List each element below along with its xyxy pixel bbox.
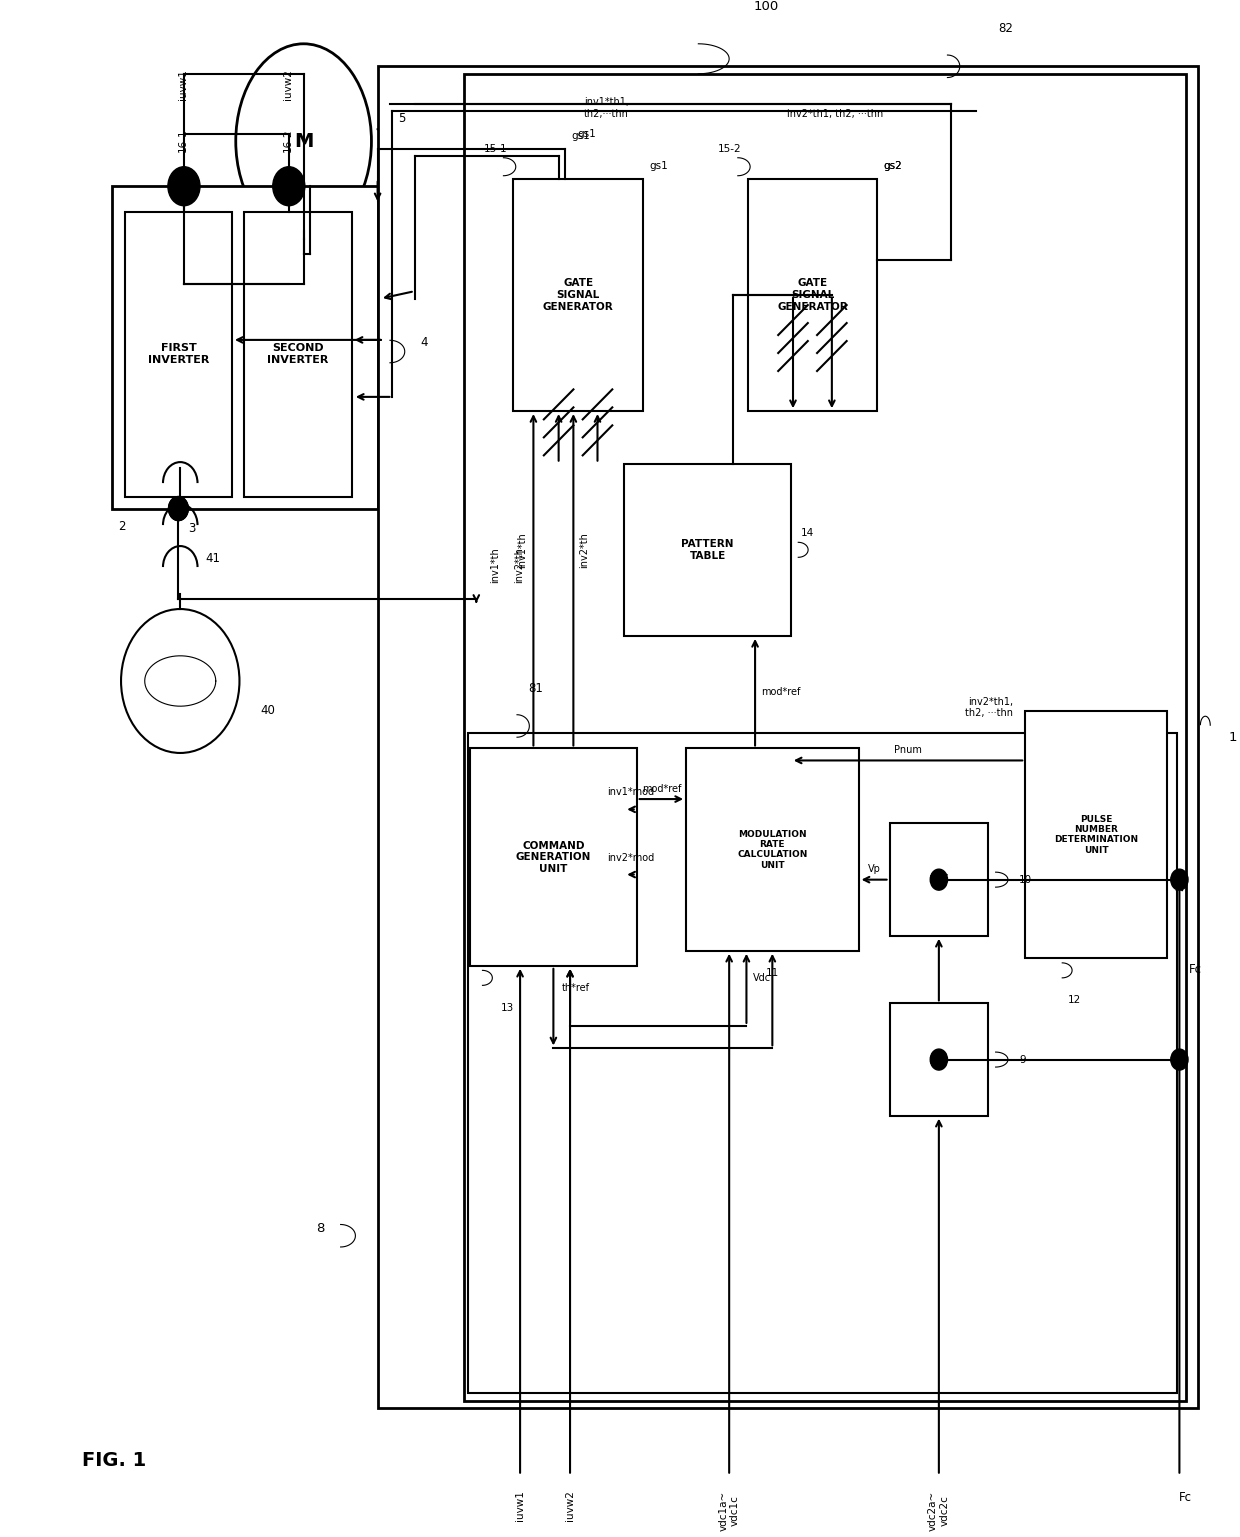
Text: vdc1a~
vdc1c: vdc1a~ vdc1c — [718, 1491, 740, 1531]
Text: Fc: Fc — [1179, 1491, 1192, 1503]
Text: 5: 5 — [398, 112, 405, 124]
Text: gs1: gs1 — [578, 129, 596, 138]
Circle shape — [1171, 1050, 1188, 1070]
Text: 13: 13 — [501, 1002, 515, 1013]
Text: 41: 41 — [205, 552, 219, 566]
Text: 100: 100 — [754, 0, 779, 12]
Text: 9: 9 — [1019, 1054, 1025, 1065]
Text: iuvw2: iuvw2 — [283, 69, 293, 100]
Text: iuvw1: iuvw1 — [177, 69, 187, 100]
Text: GATE
SIGNAL
GENERATOR: GATE SIGNAL GENERATOR — [543, 278, 614, 312]
Text: iuvw2: iuvw2 — [565, 1491, 575, 1522]
Text: 4: 4 — [420, 335, 428, 349]
Text: inv1*th1,
th2,···thn: inv1*th1, th2,···thn — [584, 97, 629, 118]
Circle shape — [930, 1050, 947, 1070]
Text: gs2: gs2 — [883, 161, 903, 171]
Text: Vdc: Vdc — [753, 973, 771, 982]
Text: 8: 8 — [316, 1222, 325, 1234]
Text: inv2*th: inv2*th — [579, 532, 589, 567]
Text: V/f: V/f — [930, 873, 949, 887]
Bar — [686, 749, 858, 951]
Text: COMMAND
GENERATION
UNIT: COMMAND GENERATION UNIT — [516, 841, 591, 873]
Text: 15-2: 15-2 — [718, 144, 742, 154]
Text: 11: 11 — [766, 968, 779, 979]
Text: 10: 10 — [1019, 875, 1032, 885]
Bar — [889, 824, 988, 936]
Ellipse shape — [236, 43, 372, 238]
Circle shape — [1171, 868, 1188, 890]
Text: gs1: gs1 — [649, 161, 668, 171]
Bar — [464, 74, 1185, 1400]
Text: inv2*mod: inv2*mod — [606, 853, 655, 862]
Text: th*ref: th*ref — [562, 984, 590, 993]
Text: gs2: gs2 — [883, 161, 903, 171]
Text: inv2*th1,
th2, ···thn: inv2*th1, th2, ···thn — [965, 696, 1013, 718]
Circle shape — [930, 868, 947, 890]
Circle shape — [169, 496, 188, 521]
Text: Vp: Vp — [868, 864, 880, 875]
Text: GATE
SIGNAL
GENERATOR: GATE SIGNAL GENERATOR — [777, 278, 848, 312]
Text: iuvw1: iuvw1 — [515, 1491, 525, 1522]
Text: 16-1: 16-1 — [177, 128, 187, 152]
Text: inv1*th: inv1*th — [490, 547, 500, 583]
Text: 3: 3 — [188, 521, 196, 535]
Text: Fc: Fc — [1189, 964, 1203, 976]
Text: inv1*mod: inv1*mod — [606, 787, 653, 798]
Text: 2: 2 — [119, 520, 126, 533]
Text: mod*ref: mod*ref — [641, 784, 681, 793]
Text: 1/s: 1/s — [929, 1053, 949, 1067]
Circle shape — [273, 166, 305, 206]
Text: Pnum: Pnum — [894, 745, 923, 755]
Text: MODULATION
RATE
CALCULATION
UNIT: MODULATION RATE CALCULATION UNIT — [737, 830, 807, 870]
Bar — [748, 178, 877, 410]
Text: vdc2a~
vdc2c: vdc2a~ vdc2c — [928, 1491, 950, 1531]
Text: FIRST
INVERTER: FIRST INVERTER — [148, 343, 210, 364]
Text: 14: 14 — [801, 527, 813, 538]
Text: inv2*th: inv2*th — [515, 547, 525, 583]
Bar — [624, 464, 791, 636]
Bar — [467, 733, 1177, 1393]
Text: 15-1: 15-1 — [484, 144, 507, 154]
Text: 81: 81 — [528, 682, 543, 695]
Bar — [378, 66, 1198, 1408]
Text: SECOND
INVERTER: SECOND INVERTER — [268, 343, 329, 364]
Text: 40: 40 — [260, 704, 275, 718]
Bar — [113, 186, 378, 509]
Bar — [889, 1004, 988, 1116]
Text: inv2*th1, th2, ···thn: inv2*th1, th2, ···thn — [786, 109, 883, 118]
Bar — [470, 749, 636, 965]
Text: PULSE
NUMBER
DETERMINATION
UNIT: PULSE NUMBER DETERMINATION UNIT — [1054, 815, 1138, 855]
Bar — [513, 178, 642, 410]
Text: FIG. 1: FIG. 1 — [82, 1451, 146, 1469]
Circle shape — [122, 609, 239, 753]
Bar — [1025, 712, 1167, 959]
Text: 12: 12 — [1068, 996, 1081, 1005]
Text: inv1*th: inv1*th — [517, 532, 527, 567]
Text: 1: 1 — [1229, 730, 1238, 744]
Text: 16-2: 16-2 — [283, 128, 293, 152]
Bar — [125, 212, 232, 496]
Circle shape — [167, 166, 200, 206]
Circle shape — [169, 496, 188, 521]
Text: mod*ref: mod*ref — [761, 687, 801, 698]
Text: PATTERN
TABLE: PATTERN TABLE — [681, 539, 734, 561]
Text: 82: 82 — [998, 23, 1013, 35]
Bar — [244, 212, 352, 496]
Text: M: M — [294, 132, 314, 151]
Text: gs1: gs1 — [570, 131, 590, 141]
